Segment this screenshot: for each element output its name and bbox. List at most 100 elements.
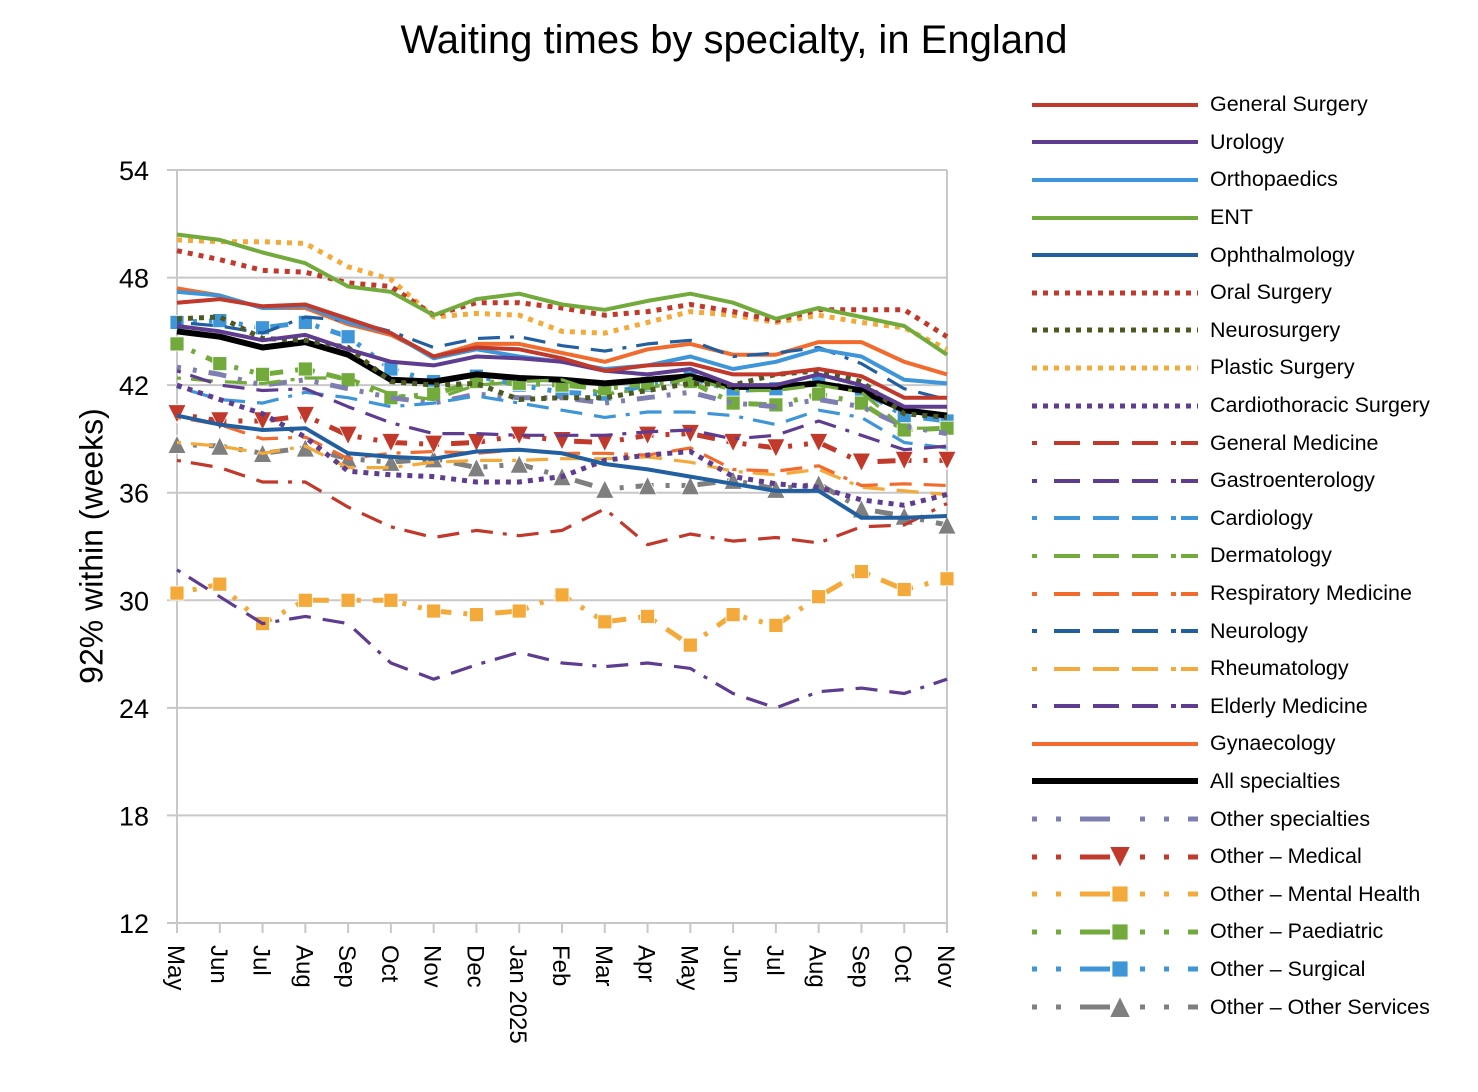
series-ophthalmology xyxy=(176,413,948,520)
legend-swatch xyxy=(1032,816,1198,822)
series-cardiothoracic-surgery xyxy=(176,382,948,508)
series-line-dermatology xyxy=(176,376,947,430)
legend-item-elderly-medicine: Elderly Medicine xyxy=(1030,688,1430,726)
legend-swatch xyxy=(1032,553,1198,558)
legend-item-all-specialties: All specialties xyxy=(1030,763,1430,801)
legend-item-ent: ENT xyxy=(1030,199,1430,237)
legend-label: Neurology xyxy=(1210,618,1308,643)
data-point-other-mental-health xyxy=(597,614,613,630)
data-point-other-mental-health xyxy=(554,587,570,603)
data-point-other-other-services xyxy=(595,479,615,499)
series-cardiology xyxy=(176,385,948,450)
legend-swatch xyxy=(1032,365,1198,371)
legend-label: Rheumatology xyxy=(1210,656,1349,681)
x-tick-label: Feb xyxy=(547,945,574,986)
axes xyxy=(176,170,948,933)
legend-item-dermatology: Dermatology xyxy=(1030,537,1430,575)
series-line-elderly-medicine xyxy=(176,568,948,710)
series-line-cardiothoracic-surgery xyxy=(176,382,948,508)
legend-label: General Medicine xyxy=(1210,430,1379,455)
series-line-general-surgery xyxy=(176,297,947,400)
legend-label: Dermatology xyxy=(1210,543,1332,568)
legend-swatch xyxy=(1032,177,1198,182)
x-tick-label: Jun xyxy=(205,945,232,984)
x-tick-label: May xyxy=(162,945,189,990)
series-oral-surgery xyxy=(176,248,949,339)
legend-label: Urology xyxy=(1210,129,1285,154)
series-line-general-medicine xyxy=(176,458,948,547)
data-point-other-medical xyxy=(423,434,444,455)
y-tick-label: 12 xyxy=(119,909,149,939)
data-point-other-mental-health xyxy=(682,637,698,653)
data-point-other-medical xyxy=(167,404,187,424)
data-point-other-medical xyxy=(338,425,358,446)
legend-item-gastroenterology: Gastroenterology xyxy=(1030,462,1430,500)
legend-item-cardiology: Cardiology xyxy=(1030,500,1430,538)
series-line-oral-surgery xyxy=(176,248,949,339)
legend-swatch xyxy=(1032,778,1198,785)
x-tick-label: Oct xyxy=(376,945,403,983)
legend-item-general-medicine: General Medicine xyxy=(1030,424,1430,462)
y-tick-label: 42 xyxy=(119,371,149,401)
legend-marker xyxy=(1108,845,1132,868)
legend-item-orthopaedics: Orthopaedics xyxy=(1030,161,1430,199)
x-tick-label: Jul xyxy=(761,945,788,976)
data-point-other-medical xyxy=(937,450,957,471)
series-gastroenterology xyxy=(176,369,948,452)
legend-swatch xyxy=(1032,516,1198,521)
series-line-urology xyxy=(176,324,947,409)
data-point-other-medical xyxy=(295,406,316,426)
plot-area: 12 18 24 30 36 42 48 54 May Jun Jul Aug Sep Oct Nov Dec… xyxy=(119,156,959,1044)
series-line-ent xyxy=(176,232,949,357)
y-tick-label: 54 xyxy=(119,156,149,186)
data-point-other-mental-health xyxy=(426,603,442,619)
data-point-other-other-services xyxy=(637,475,658,496)
series-line-rheumatology xyxy=(176,440,948,497)
legend-swatch xyxy=(1032,629,1198,634)
data-point-other-medical xyxy=(595,433,615,453)
legend-label: Other – Medical xyxy=(1210,844,1362,869)
data-point-other-mental-health xyxy=(169,585,185,601)
legend-marker xyxy=(1111,885,1129,903)
legend-label: Other – Paediatric xyxy=(1210,919,1384,944)
series-line-ophthalmology xyxy=(176,413,948,520)
series-group xyxy=(167,232,957,710)
series-other-specialties xyxy=(176,364,948,437)
legend-label: Elderly Medicine xyxy=(1210,693,1368,718)
legend-label: All specialties xyxy=(1210,768,1341,793)
series-line-plastic-surgery xyxy=(176,237,949,352)
data-point-other-medical xyxy=(894,450,914,471)
data-point-other-other-services xyxy=(210,436,230,456)
legend-swatch xyxy=(1032,845,1198,868)
data-point-other-mental-health xyxy=(340,592,356,608)
data-point-other-mental-health xyxy=(939,571,955,587)
legend-swatch xyxy=(1032,961,1198,978)
x-tick-label: Jun xyxy=(718,945,745,984)
legend-swatch xyxy=(1032,441,1198,446)
data-point-other-paediatric xyxy=(255,366,270,382)
series-general-medicine xyxy=(176,458,948,547)
y-tick-label: 36 xyxy=(119,479,149,509)
legend-swatch xyxy=(1032,102,1198,107)
legend-swatch xyxy=(1032,995,1198,1018)
legend-item-other-paediatric: Other – Paediatric xyxy=(1030,913,1430,951)
legend-label: Respiratory Medicine xyxy=(1210,581,1412,606)
legend-label: Cardiothoracic Surgery xyxy=(1210,393,1430,418)
x-tick-label: Dec xyxy=(461,945,488,988)
series-general-surgery xyxy=(176,297,947,400)
legend-item-other-mental-health: Other – Mental Health xyxy=(1030,875,1430,913)
x-tick-label: Sep xyxy=(333,945,360,988)
series-ent xyxy=(176,232,949,357)
data-point-other-mental-health xyxy=(811,589,827,605)
gridlines xyxy=(167,169,947,924)
x-tick-label: Aug xyxy=(804,945,831,988)
legend-item-rheumatology: Rheumatology xyxy=(1030,650,1430,688)
legend-item-respiratory-medicine: Respiratory Medicine xyxy=(1030,575,1430,613)
data-point-other-mental-health xyxy=(297,592,313,608)
series-other-medical xyxy=(167,404,957,473)
legend-item-general-surgery: General Surgery xyxy=(1030,86,1430,124)
x-tick-label: Oct xyxy=(889,945,916,983)
data-point-other-mental-health xyxy=(640,609,655,624)
legend-swatch xyxy=(1032,741,1198,746)
legend-label: Neurosurgery xyxy=(1210,317,1341,342)
